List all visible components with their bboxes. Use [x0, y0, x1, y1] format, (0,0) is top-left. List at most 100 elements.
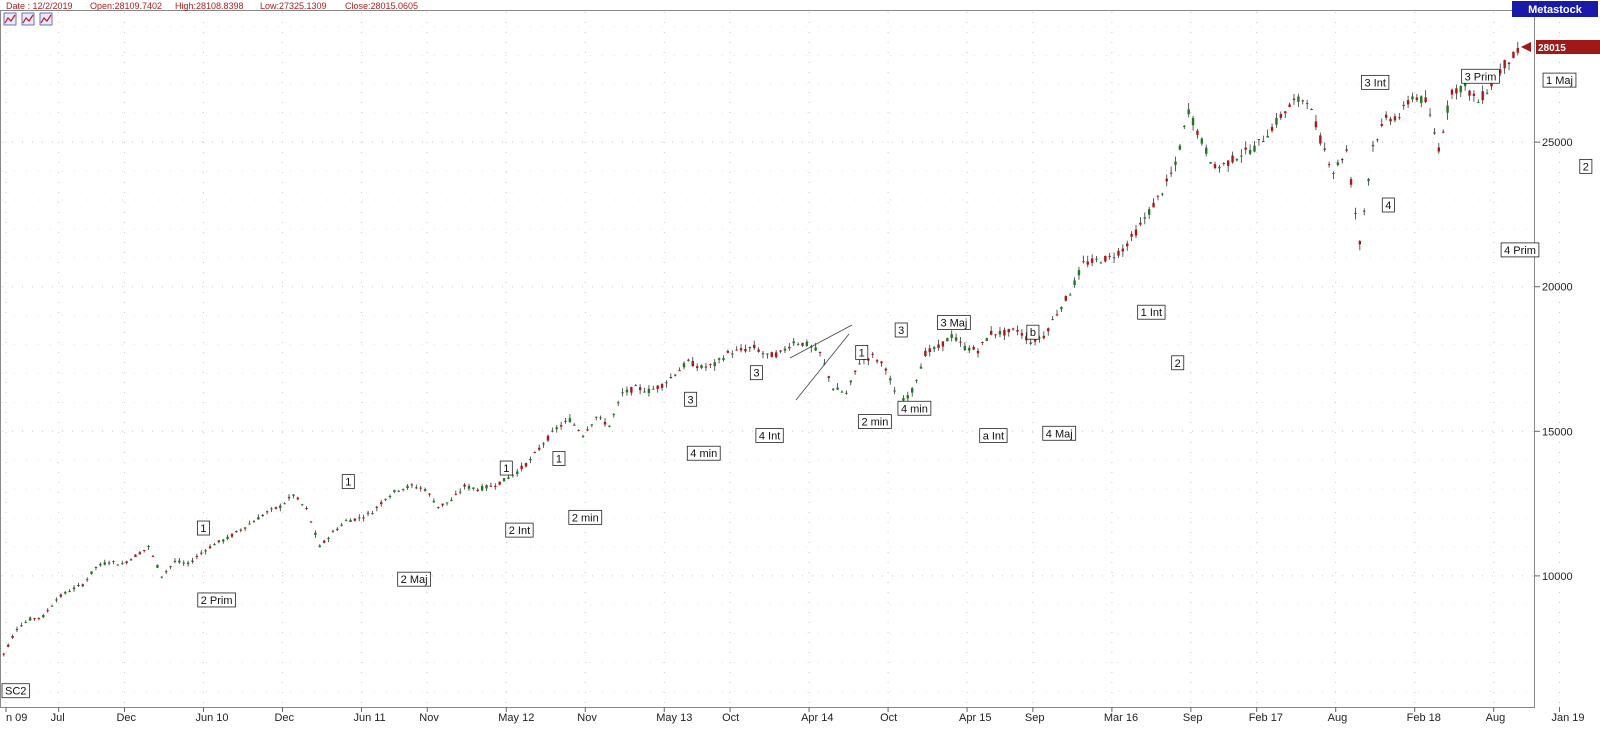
candle — [217, 540, 221, 544]
candle — [542, 442, 545, 448]
candle — [445, 502, 449, 506]
wave-label: 4 Int — [755, 428, 784, 443]
x-tick-label: Jul — [51, 712, 65, 724]
candle — [1183, 125, 1186, 130]
open-label: Open:28109.7402 — [90, 1, 162, 11]
candle — [1262, 135, 1265, 143]
candle — [599, 415, 602, 421]
candle — [129, 558, 133, 561]
candle — [717, 357, 721, 364]
wave-label: 1 — [855, 344, 869, 360]
candle — [1420, 95, 1423, 108]
candle — [1512, 51, 1515, 59]
candle — [327, 536, 330, 543]
candle — [85, 577, 89, 582]
x-tick-label: Sep — [1183, 712, 1203, 724]
candle — [1134, 224, 1138, 238]
candle — [371, 510, 374, 515]
x-tick-label: May 13 — [656, 712, 692, 724]
candle — [529, 456, 532, 464]
wave-label-text: 2 min — [572, 512, 599, 524]
high-label: High:28108.8398 — [175, 1, 244, 11]
candle — [208, 544, 212, 549]
candle — [1130, 231, 1133, 241]
wave-label-text: 2 Prim — [201, 595, 233, 607]
candle — [454, 490, 458, 496]
candle — [1077, 266, 1081, 280]
candle — [665, 380, 668, 388]
candle — [1112, 252, 1116, 264]
candle — [1485, 89, 1489, 95]
candle — [204, 548, 207, 555]
candle — [537, 444, 541, 452]
candle — [1297, 93, 1300, 108]
candle — [463, 483, 466, 490]
candle — [1455, 84, 1458, 100]
x-tick-label: Oct — [880, 712, 897, 724]
candle — [1090, 254, 1094, 267]
candle — [1358, 240, 1362, 251]
candle — [28, 616, 32, 622]
close-label: Close:28015.0605 — [345, 1, 418, 11]
candle — [766, 353, 769, 359]
wave-trendlines — [789, 324, 853, 401]
candle — [33, 617, 36, 622]
wave-label: 2 min — [568, 509, 603, 525]
candle — [1376, 138, 1379, 143]
candle — [437, 506, 440, 509]
candle — [1051, 316, 1054, 321]
plot-area — [0, 10, 1535, 708]
wave-label: 2 Int — [505, 522, 534, 538]
candles — [0, 41, 1520, 657]
candle — [362, 514, 365, 522]
candle — [700, 364, 703, 369]
candle — [946, 337, 949, 342]
candle — [932, 345, 936, 353]
candle — [1196, 128, 1199, 139]
candle — [616, 400, 620, 407]
wave-label-text: 3 Prim — [1465, 71, 1497, 83]
candle — [832, 387, 835, 392]
candle — [344, 518, 348, 522]
wave-label-text: 3 Int — [1364, 77, 1385, 89]
candle — [792, 337, 795, 347]
candle — [1174, 156, 1177, 172]
candle — [1257, 139, 1261, 146]
candle — [985, 337, 989, 342]
chart-config-icon[interactable] — [21, 12, 35, 26]
candle — [1147, 206, 1151, 219]
candle — [691, 357, 694, 367]
candle — [1507, 62, 1511, 71]
candle — [994, 334, 997, 339]
candle — [1468, 89, 1471, 101]
candle — [726, 349, 730, 354]
candle — [77, 582, 80, 588]
candle — [744, 344, 747, 353]
candle — [178, 558, 181, 564]
candle — [581, 434, 585, 439]
wave-label-text: 1 — [556, 453, 562, 465]
candle — [963, 342, 967, 352]
candle — [1178, 143, 1182, 151]
candle — [1363, 208, 1366, 216]
candle — [81, 583, 84, 588]
candle — [880, 360, 883, 367]
candle — [24, 620, 27, 624]
candle — [169, 565, 172, 570]
chart-config-icon[interactable] — [3, 12, 17, 26]
wave-label: 1 — [552, 451, 566, 466]
candle — [1477, 99, 1480, 104]
candle — [1327, 161, 1331, 168]
wave-label-text: 4 min — [901, 403, 928, 415]
last-price-tag: 28015 — [1521, 40, 1600, 54]
candle — [336, 527, 339, 532]
candle — [1393, 113, 1397, 123]
chart-config-icon[interactable] — [39, 12, 53, 26]
x-tick-label: Nov — [577, 712, 597, 724]
candle — [722, 355, 725, 362]
wave-label-text: b — [1030, 327, 1036, 339]
candle — [1248, 144, 1252, 156]
wave-label-text: 2 Maj — [401, 574, 428, 586]
candle — [1336, 159, 1340, 167]
